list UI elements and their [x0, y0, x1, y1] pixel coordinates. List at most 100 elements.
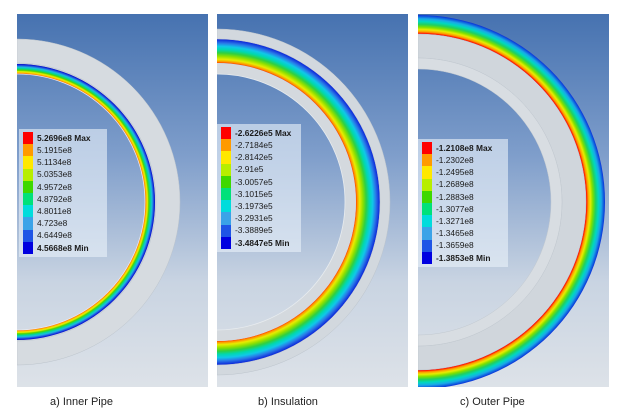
legend-swatch: [422, 166, 432, 179]
legend-level-row: -3.3889e5: [221, 224, 297, 237]
legend-swatch: [221, 139, 231, 152]
legend-swatch: [221, 236, 231, 249]
legend-swatch: [23, 217, 33, 230]
insulation-legend: -2.6226e5 Max -2.7184e5 -2.8142e5 -2.91e…: [217, 124, 301, 252]
legend-level-row: -1.2495e8: [422, 166, 504, 179]
legend-swatch: [422, 251, 432, 264]
legend-swatch: [23, 168, 33, 181]
legend-swatch: [422, 178, 432, 191]
legend-level-row: -1.3077e8: [422, 202, 504, 216]
legend-level-label: -3.0057e5: [235, 176, 273, 187]
legend-level-row: -2.91e5: [221, 163, 297, 176]
legend-level-row: 4.8011e8: [23, 205, 103, 218]
legend-level-row: 4.8792e8: [23, 192, 103, 206]
legend-swatch: [422, 239, 432, 252]
legend-level-label: -3.1973e5: [235, 201, 273, 212]
legend-min-label: -3.4847e5 Min: [235, 237, 290, 248]
insulation-band: [217, 39, 380, 365]
outer-pipe-legend: -1.2108e8 Max -1.2302e8 -1.2495e8 -1.268…: [418, 139, 508, 267]
legend-level-label: -3.3889e5: [235, 225, 273, 236]
legend-max-row: 5.2696e8 Max: [23, 132, 103, 145]
legend-level-label: -1.2302e8: [436, 155, 474, 166]
legend-level-label: 4.723e8: [37, 218, 68, 229]
legend-level-row: 5.1915e8: [23, 144, 103, 157]
legend-level-label: 5.1134e8: [37, 157, 72, 168]
legend-swatch: [23, 180, 33, 193]
insulation-panel: -2.6226e5 Max -2.7184e5 -2.8142e5 -2.91e…: [217, 14, 408, 387]
legend-level-label: 4.8792e8: [37, 193, 72, 204]
legend-level-row: -2.8142e5: [221, 151, 297, 164]
legend-level-row: -1.3271e8: [422, 215, 504, 228]
legend-level-row: -3.2931e5: [221, 212, 297, 225]
inner-pipe-bore-edge: [217, 73, 346, 331]
legend-swatch: [23, 192, 33, 206]
legend-level-label: -2.91e5: [235, 164, 264, 175]
legend-max-row: -1.2108e8 Max: [422, 142, 504, 155]
legend-swatch: [422, 190, 432, 203]
legend-swatch: [221, 200, 231, 213]
legend-level-row: -1.2883e8: [422, 190, 504, 203]
legend-swatch: [221, 224, 231, 237]
legend-level-row: -2.7184e5: [221, 139, 297, 152]
legend-level-label: 4.8011e8: [37, 206, 72, 217]
legend-level-label: -1.3659e8: [436, 240, 474, 251]
legend-level-label: -2.8142e5: [235, 152, 273, 163]
legend-level-row: -3.1015e5: [221, 187, 297, 201]
legend-level-label: -3.2931e5: [235, 213, 273, 224]
legend-swatch: [221, 151, 231, 164]
legend-swatch: [221, 187, 231, 201]
legend-swatch: [422, 227, 432, 240]
inner-pipe-caption: a) Inner Pipe: [50, 396, 113, 408]
legend-swatch: [422, 202, 432, 216]
legend-max-label: -1.2108e8 Max: [436, 142, 493, 153]
legend-level-label: 4.9572e8: [37, 181, 72, 192]
outer-pipe-caption: c) Outer Pipe: [460, 396, 525, 408]
legend-swatch: [23, 205, 33, 218]
legend-level-label: -1.3465e8: [436, 228, 474, 239]
legend-swatch: [221, 175, 231, 188]
legend-min-row: -1.3853e8 Min: [422, 251, 504, 264]
legend-level-row: -3.0057e5: [221, 175, 297, 188]
legend-min-row: 4.5668e8 Min: [23, 241, 103, 254]
legend-level-row: 5.0353e8: [23, 168, 103, 181]
legend-level-label: -3.1015e5: [235, 188, 273, 199]
legend-max-label: -2.6226e5 Max: [235, 127, 292, 138]
legend-swatch: [422, 215, 432, 228]
outer-pipe-ring: [418, 15, 605, 387]
legend-swatch: [422, 142, 432, 155]
legend-max-row: -2.6226e5 Max: [221, 127, 297, 140]
legend-min-label: -1.3853e8 Min: [436, 252, 491, 263]
inner-pipe-panel: 5.2696e8 Max 5.1915e8 5.1134e8 5.0353e8 …: [17, 14, 208, 387]
legend-level-row: 5.1134e8: [23, 156, 103, 169]
legend-level-label: -1.3271e8: [436, 216, 474, 227]
legend-swatch: [422, 154, 432, 167]
legend-swatch: [221, 212, 231, 225]
legend-level-row: -1.3465e8: [422, 227, 504, 240]
legend-max-label: 5.2696e8 Max: [37, 132, 91, 143]
legend-level-label: -2.7184e5: [235, 140, 273, 151]
legend-swatch: [23, 132, 33, 145]
insulation-caption: b) Insulation: [258, 396, 318, 408]
legend-level-row: -1.2302e8: [422, 154, 504, 167]
legend-level-label: 5.1915e8: [37, 145, 72, 156]
legend-level-row: 4.723e8: [23, 217, 103, 230]
legend-swatch: [23, 156, 33, 169]
legend-level-label: 4.6449e8: [37, 230, 72, 241]
legend-level-label: -1.2495e8: [436, 167, 474, 178]
legend-level-label: -1.3077e8: [436, 203, 474, 214]
legend-level-row: -3.1973e5: [221, 200, 297, 213]
legend-level-row: -1.2689e8: [422, 178, 504, 191]
legend-level-label: 5.0353e8: [37, 169, 72, 180]
inner-pipe-band: [418, 57, 563, 347]
legend-level-row: 4.6449e8: [23, 229, 103, 242]
outer-pipe-band: [217, 28, 391, 376]
legend-level-label: -1.2883e8: [436, 191, 474, 202]
legend-swatch: [23, 144, 33, 157]
legend-level-row: -1.3659e8: [422, 239, 504, 252]
outer-pipe-contour-plot: [418, 15, 605, 387]
legend-level-row: 4.9572e8: [23, 180, 103, 193]
legend-swatch: [221, 127, 231, 140]
legend-swatch: [23, 241, 33, 254]
outer-pipe-panel: -1.2108e8 Max -1.2302e8 -1.2495e8 -1.268…: [418, 14, 609, 387]
inner-pipe-legend: 5.2696e8 Max 5.1915e8 5.1134e8 5.0353e8 …: [19, 129, 107, 257]
